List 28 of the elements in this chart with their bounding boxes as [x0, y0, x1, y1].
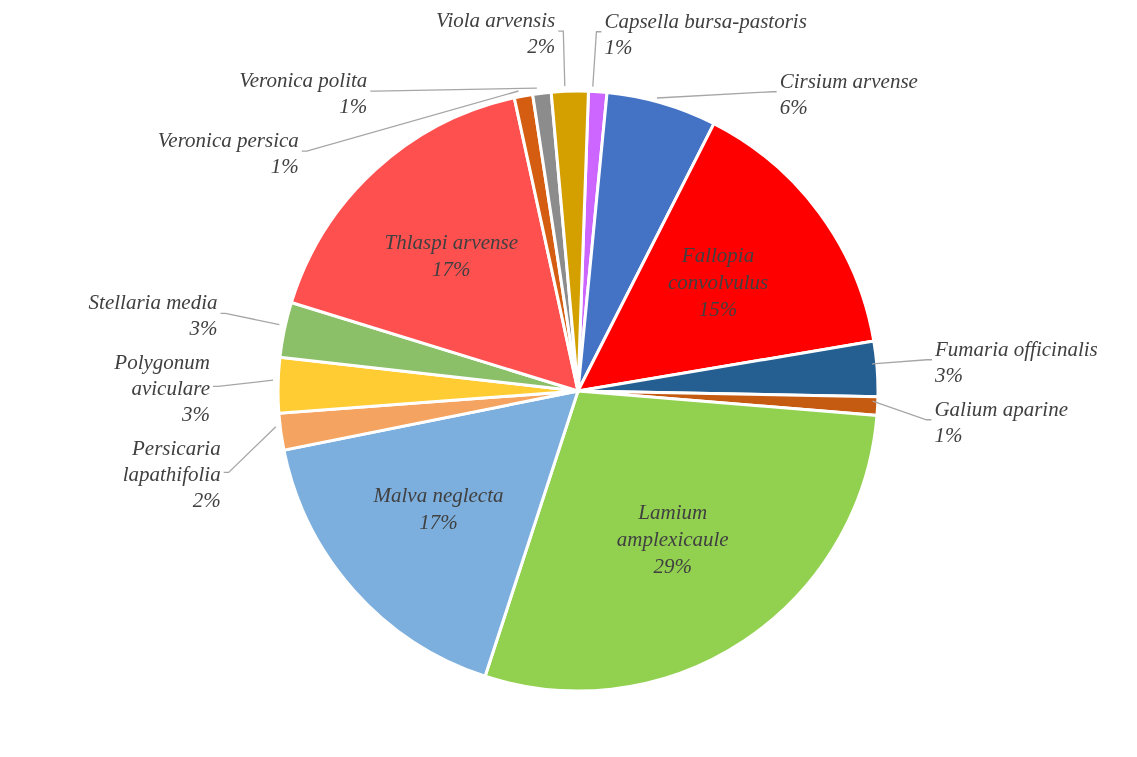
- slice-label: Malva neglecta: [372, 482, 504, 507]
- data-label: 15%: [698, 297, 738, 322]
- data-label: 6%: [779, 94, 808, 119]
- data-label: 17%: [419, 509, 458, 534]
- slice-label: Polygonum aviculare: [113, 350, 210, 401]
- data-label: 29%: [653, 553, 692, 578]
- slice-label: Persicaria lapathifolia: [122, 436, 221, 487]
- data-label: 1%: [270, 154, 299, 179]
- data-label: 3%: [181, 402, 210, 427]
- slice-label: Viola arvensis: [436, 8, 556, 33]
- data-label: 1%: [339, 94, 368, 119]
- slice-label: Galium aparine: [934, 396, 1068, 421]
- data-label: 1%: [604, 34, 633, 59]
- data-label: 3%: [188, 316, 218, 341]
- slice-label: Thlaspi arvense: [384, 230, 519, 255]
- data-label: 2%: [527, 34, 556, 59]
- slice-label: Veronica persica: [157, 128, 299, 153]
- slice-label: Stellaria media: [88, 290, 218, 315]
- slice-label: Fumaria officinalis: [934, 336, 1098, 361]
- data-label: 1%: [934, 422, 963, 447]
- slice-label: Capsella bursa-pastoris: [604, 8, 807, 33]
- slice-label: Cirsium arvense: [779, 68, 918, 93]
- slice-label: Veronica polita: [239, 68, 368, 93]
- slice-label: Fallopia convolvulus: [667, 243, 769, 295]
- slice-label: Lamium amplexicaule: [616, 499, 729, 551]
- data-label: 2%: [192, 488, 221, 513]
- data-label: 3%: [934, 362, 964, 387]
- data-label: 17%: [432, 257, 471, 282]
